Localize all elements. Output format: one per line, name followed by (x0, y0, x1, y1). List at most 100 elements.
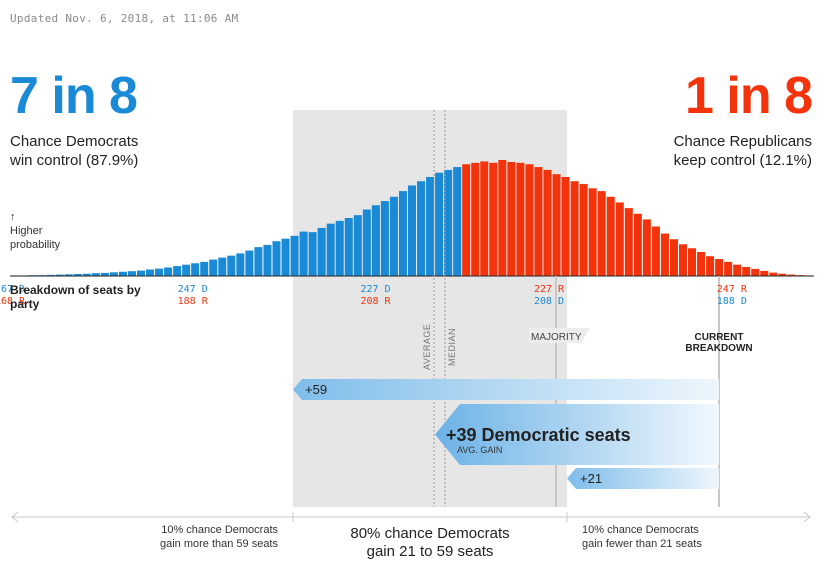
distribution-bar (218, 257, 227, 276)
distribution-bar (317, 227, 326, 276)
distribution-bar (606, 196, 615, 276)
distribution-bar (688, 248, 697, 276)
distribution-bar (417, 181, 426, 276)
distribution-bar (263, 244, 272, 276)
distribution-bar (633, 213, 642, 276)
distribution-bar (109, 272, 118, 276)
distribution-bar (435, 172, 444, 276)
distribution-bar (290, 235, 299, 276)
distribution-bar (742, 266, 751, 276)
distribution-bar (778, 273, 787, 276)
majority-label: MAJORITY (531, 332, 582, 343)
probability-annotation: ↑ Higher probability (10, 210, 60, 252)
distribution-bar (787, 274, 796, 276)
distribution-bar (73, 274, 82, 276)
seat-breakdown-line1: Breakdown of seats by (10, 283, 141, 297)
distribution-bar (164, 267, 173, 276)
distribution-bar (118, 271, 127, 276)
rep-chance-line2: keep control (12.1%) (673, 152, 812, 169)
distribution-bar (182, 264, 191, 276)
gain-arrow-59-label: +59 (305, 382, 327, 397)
distribution-bar (371, 205, 380, 276)
distribution-bar (480, 161, 489, 276)
distribution-bar (733, 264, 742, 276)
distribution-bar (660, 233, 669, 276)
seat-label-1-top: 247 D (178, 284, 208, 295)
distribution-bar (146, 269, 155, 276)
seat-label-2-top: 227 D (360, 284, 390, 295)
distribution-bar (46, 274, 55, 276)
distribution-bar (525, 164, 534, 276)
probability-line1: Higher (10, 225, 43, 237)
distribution-bar (209, 259, 218, 276)
distribution-bar (507, 161, 516, 276)
distribution-bar (227, 255, 236, 276)
distribution-bar (236, 253, 245, 276)
range-middle-line1: 80% chance Democrats (350, 525, 509, 542)
distribution-bar (444, 169, 453, 276)
distribution-bar (326, 223, 335, 276)
rep-chance-line1: Chance Republicans (673, 133, 812, 150)
distribution-bar (380, 201, 389, 276)
distribution-bar (669, 239, 678, 276)
distribution-bar (362, 209, 371, 276)
distribution-bar (398, 191, 407, 276)
gain-arrow-21 (567, 468, 719, 489)
rep-chance-text: Chance Republicans keep control (12.1%) (592, 132, 812, 170)
distribution-bar (471, 162, 480, 276)
distribution-bar (760, 270, 769, 276)
majority-label-bg (529, 328, 590, 343)
distribution-bar (498, 160, 507, 276)
seat-breakdown-line2: party (10, 297, 40, 311)
distribution-bar (489, 162, 498, 276)
dem-odds: 7 in 8 (10, 67, 138, 125)
dem-chance-line2: win control (87.9%) (10, 152, 139, 169)
range-arrow-left (11, 511, 19, 523)
distribution-bar (462, 164, 471, 276)
distribution-bar (642, 219, 651, 276)
range-arrow-right (803, 511, 811, 523)
distribution-bar (82, 273, 91, 276)
distribution-bar (597, 191, 606, 276)
seat-label-0-bottom: 168 R (0, 296, 26, 307)
gain-arrow-59 (293, 379, 719, 400)
distribution-bar (651, 226, 660, 276)
distribution-bar (534, 167, 543, 276)
distribution-bar (173, 266, 182, 276)
distribution-bar (706, 256, 715, 276)
distribution-bar (200, 261, 209, 276)
seat-label-3-bottom: 208 D (534, 296, 564, 307)
updated-timestamp: Updated Nov. 6, 2018, at 11:06 AM (10, 12, 239, 25)
distribution-bar (281, 238, 290, 276)
distribution-bar (353, 215, 362, 276)
range-middle-line2: gain 21 to 59 seats (367, 543, 494, 560)
distribution-bar (64, 274, 73, 276)
gain-arrow-21-label: +21 (580, 471, 602, 486)
distribution-bar (678, 244, 688, 276)
distribution-bar (191, 263, 200, 276)
distribution-bar (697, 251, 706, 276)
range-right-line2: gain fewer than 21 seats (582, 538, 702, 550)
distribution-bar (453, 167, 462, 276)
distribution-bar (552, 174, 561, 276)
distribution-bar (299, 231, 308, 276)
distribution-bar (272, 241, 281, 276)
distribution-bar (91, 273, 100, 276)
distribution-bar (751, 268, 760, 276)
median-label: MEDIAN (447, 328, 457, 366)
distribution-bar (407, 185, 417, 276)
seat-label-1-bottom: 188 R (178, 296, 209, 307)
seat-label-4-top: 247 R (717, 284, 748, 295)
current-label-line2: BREAKDOWN (685, 343, 752, 354)
seat-label-0-top: 267 D (0, 284, 25, 295)
gain-arrow-39 (435, 404, 719, 465)
distribution-bar (516, 162, 525, 276)
distribution-bar (100, 272, 109, 276)
distribution-bar (55, 274, 64, 276)
distribution-bar (426, 176, 435, 276)
distribution-bar (624, 208, 633, 276)
distribution-bar (254, 247, 263, 276)
distribution-bar (308, 232, 317, 276)
probability-line2: probability (10, 239, 61, 251)
